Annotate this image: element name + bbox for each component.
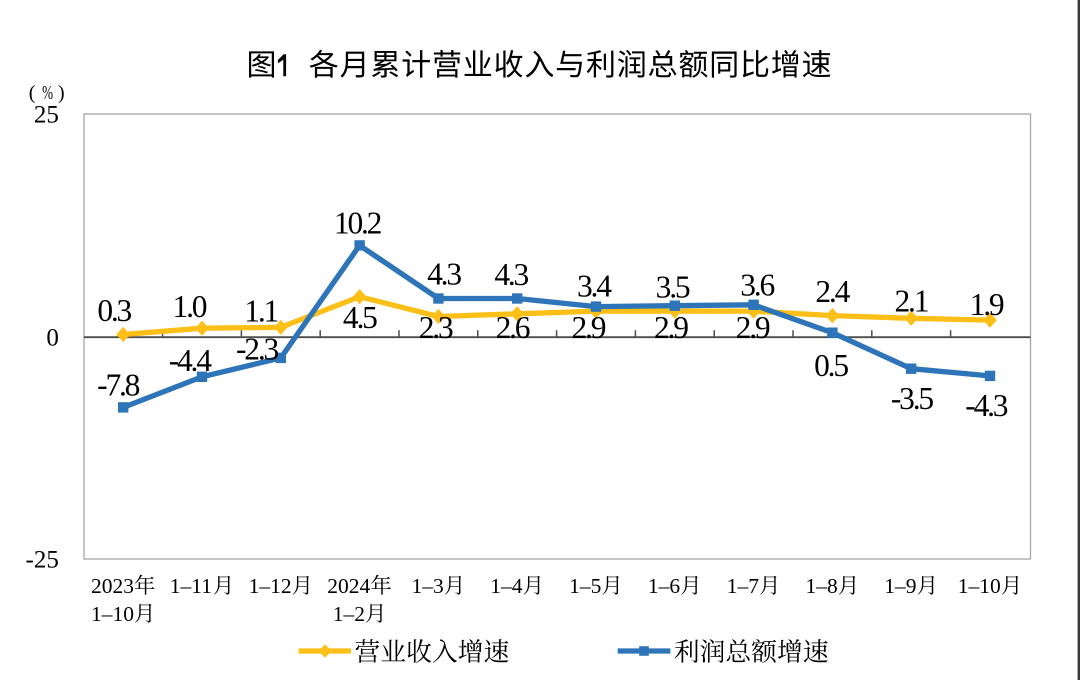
svg-text:2.9: 2.9: [654, 310, 688, 345]
svg-text:25: 25: [34, 102, 59, 129]
svg-text:-7.8: -7.8: [97, 367, 140, 402]
svg-text:3.5: 3.5: [656, 269, 690, 304]
svg-text:1.0: 1.0: [173, 289, 207, 324]
svg-text:1–9: 1–9: [884, 574, 916, 598]
svg-text:-3.5: -3.5: [891, 381, 934, 416]
svg-text:1–10: 1–10: [958, 574, 1001, 598]
svg-text:4.3: 4.3: [494, 257, 528, 292]
svg-text:%: %: [42, 81, 53, 104]
svg-text:-4.4: -4.4: [169, 343, 213, 378]
svg-text:2.3: 2.3: [419, 310, 453, 345]
svg-text:-25: -25: [26, 547, 59, 574]
svg-text:2.4: 2.4: [815, 274, 850, 309]
svg-text:4.3: 4.3: [427, 257, 461, 292]
svg-text:-4.3: -4.3: [965, 388, 1008, 423]
svg-text:0.5: 0.5: [814, 348, 848, 383]
svg-text:1–11: 1–11: [170, 574, 212, 598]
svg-text:1–3: 1–3: [412, 574, 444, 598]
svg-text:2.1: 2.1: [894, 283, 927, 318]
svg-text:1–10: 1–10: [91, 602, 134, 626]
svg-text:1–2: 1–2: [333, 602, 365, 626]
svg-text:2024: 2024: [327, 574, 370, 598]
svg-text:4.5: 4.5: [343, 300, 377, 335]
svg-text:1–8: 1–8: [806, 574, 838, 598]
svg-text:3.4: 3.4: [577, 268, 612, 303]
svg-text:0: 0: [46, 325, 59, 352]
svg-text:): ): [58, 82, 65, 104]
svg-text:3.6: 3.6: [740, 268, 774, 303]
svg-text:2023: 2023: [91, 574, 134, 598]
svg-text:1–6: 1–6: [648, 574, 681, 598]
svg-text:2.9: 2.9: [736, 310, 770, 345]
svg-text:1.1: 1.1: [244, 293, 277, 328]
svg-text:10.2: 10.2: [334, 205, 382, 240]
svg-text:2.9: 2.9: [571, 310, 605, 345]
svg-text:-2.3: -2.3: [236, 332, 279, 367]
svg-text:1–12: 1–12: [249, 574, 292, 598]
svg-text:2.6: 2.6: [496, 310, 530, 345]
svg-text:1.9: 1.9: [970, 287, 1004, 322]
svg-text:1–4: 1–4: [490, 574, 523, 598]
svg-text:(: (: [29, 82, 36, 104]
svg-text:0.3: 0.3: [97, 293, 131, 328]
svg-text:1–7: 1–7: [727, 574, 760, 598]
svg-text:1–5: 1–5: [569, 574, 601, 598]
